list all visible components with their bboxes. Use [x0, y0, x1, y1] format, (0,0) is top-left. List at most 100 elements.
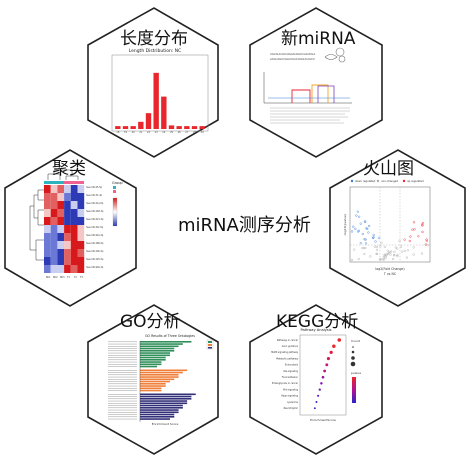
go-bar	[140, 389, 162, 392]
go-chart-xlabel: Enrichment Score	[152, 422, 179, 426]
volcano-point	[371, 236, 375, 240]
volcano-point	[378, 236, 381, 239]
heatmap-cell	[57, 249, 65, 257]
length-bar-20	[130, 126, 136, 129]
heatmap-legend-label: Group	[112, 181, 123, 185]
length-bar-18	[115, 126, 121, 129]
heatmap-cell	[70, 217, 78, 225]
volcano-point	[361, 247, 364, 250]
volcano-point	[363, 252, 366, 256]
volcano-subtitle: T vs NC	[383, 272, 397, 276]
heatmap-cell	[44, 193, 51, 201]
center-title: miRNA测序分析	[178, 215, 311, 236]
svg-text:T3: T3	[80, 276, 83, 279]
heatmap-cell	[57, 217, 65, 225]
heatmap-cell	[57, 265, 65, 273]
volcano-points	[350, 210, 429, 262]
kegg-count-legend	[350, 346, 356, 367]
svg-text:hsa-miR-10b-5p: hsa-miR-10b-5p	[86, 250, 104, 253]
heatmap-cell	[64, 193, 71, 201]
svg-text:ACGUAGUCGACCUACCGGUCAGCU: ACGUAGUCGACCUACCGGUCAGCU	[270, 57, 315, 61]
heatmap-cell	[44, 217, 51, 225]
svg-text:hsa-miR-125-5p: hsa-miR-125-5p	[86, 258, 104, 261]
heatmap-cell	[64, 265, 71, 273]
length-tick-22: 22	[147, 131, 151, 134]
title-kegg: KEGG分析	[276, 312, 359, 332]
kegg-pathway-label: Hippo signaling	[281, 395, 299, 398]
length-tick-28: 28	[193, 131, 197, 134]
heatmap-cell	[70, 241, 78, 249]
kegg-pathway-label: Axon guidance	[282, 345, 299, 348]
heatmap-cell	[70, 209, 78, 217]
kegg-pathway-label: Focal adhesion	[282, 376, 299, 379]
volcano-point	[355, 214, 358, 217]
length-tick-19: 19	[124, 131, 128, 134]
kegg-dot	[332, 344, 336, 348]
kegg-legend-count: Count	[351, 339, 361, 343]
volcano-point	[406, 249, 409, 252]
volcano-frame	[349, 186, 431, 263]
length-tick-18: 18	[116, 131, 120, 134]
volcano-point	[379, 258, 382, 261]
kegg-pathway-label: Wnt signaling	[283, 388, 299, 391]
go-bar	[140, 374, 179, 376]
length-bar-23	[153, 72, 159, 129]
svg-text:NC2: NC2	[53, 276, 58, 279]
kegg-labels: Pathways in cancer Axon guidance MAPK sign…	[271, 339, 299, 410]
kegg-dot	[337, 338, 342, 342]
heatmap-cell	[70, 193, 78, 201]
volcano-point	[354, 227, 357, 230]
volcano-point	[380, 241, 383, 244]
kegg-dot	[325, 363, 329, 367]
go-bar	[140, 398, 192, 400]
volcano-point	[364, 246, 367, 250]
heatmap-cell	[64, 241, 71, 249]
heatmap-cell	[70, 225, 78, 233]
heatmap-cell	[57, 201, 65, 209]
alignment-rows	[270, 107, 350, 124]
volcano-point	[375, 245, 379, 248]
heatmap-cell	[57, 209, 65, 217]
heatmap-cell	[44, 265, 51, 273]
svg-text:NC3: NC3	[60, 276, 65, 279]
kegg-xlabel: EnrichmentScore	[310, 418, 336, 422]
svg-text:hsa-miR-31-3p: hsa-miR-31-3p	[86, 194, 103, 197]
volcano-point	[369, 255, 372, 258]
title-volcano: 火山图	[363, 159, 414, 179]
volcano-point	[421, 224, 424, 227]
heatmap-cell	[70, 249, 78, 257]
volcano-point	[373, 245, 377, 248]
volcano-point	[392, 254, 396, 257]
volcano-point	[376, 252, 379, 256]
svg-text:T1: T1	[67, 276, 70, 279]
heatmap-cell	[57, 241, 65, 249]
volcano-point	[386, 249, 389, 252]
length-tick-26: 26	[178, 131, 182, 134]
volcano-point	[405, 256, 409, 259]
volcano-point	[396, 247, 399, 250]
hex-kegg	[249, 304, 383, 455]
svg-text:UGCAUCAGCUGGAUGGCCAGUCGA: UGCAUCAGCUGGAUGGCCAGUCGA	[270, 52, 315, 56]
go-bar	[140, 350, 175, 352]
length-bars	[115, 72, 205, 129]
volcano-point	[412, 246, 415, 249]
heatmap-cell	[44, 201, 51, 209]
length-tick-27: 27	[185, 131, 189, 134]
volcano-point	[358, 215, 361, 218]
title-go: GO分析	[120, 312, 181, 332]
go-bar	[140, 393, 196, 396]
volcano-point	[387, 251, 390, 255]
hex-volcano	[329, 149, 466, 307]
volcano-point	[374, 240, 377, 243]
heatmap-cell	[50, 201, 58, 209]
row-labels: hsa-miR-25-5p hsa-miR-31-3p hsa-miR-21a-…	[86, 186, 104, 269]
title-length: 长度分布	[120, 29, 188, 49]
heatmap-cell	[64, 249, 71, 257]
column-labels: NC1 NC2 NC3 T1 T2 T3	[46, 276, 83, 279]
hex-novel	[249, 7, 383, 158]
kegg-pathway-label: Lysosome	[287, 401, 298, 404]
title-cluster: 聚类	[52, 159, 86, 179]
go-bar	[140, 345, 179, 348]
go-bar	[140, 352, 170, 354]
heatmap-cell	[57, 233, 65, 241]
